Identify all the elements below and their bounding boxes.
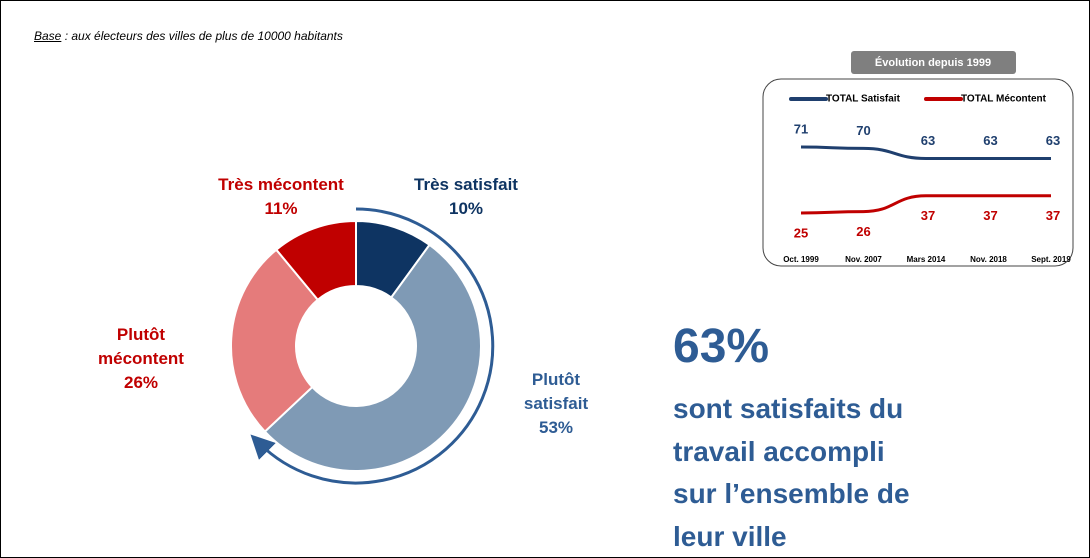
x-tick-label: Oct. 1999 bbox=[783, 255, 819, 264]
legend-label: TOTAL Satisfait bbox=[826, 94, 901, 105]
headline-line: travail accompli bbox=[673, 435, 885, 467]
segment-value: 11% bbox=[264, 199, 298, 218]
segment-value: 53% bbox=[538, 418, 574, 437]
segment-label: Très mécontent bbox=[218, 175, 344, 194]
segment-label: Plutôt satisfait bbox=[523, 370, 589, 413]
legend-label: TOTAL Mécontent bbox=[961, 94, 1047, 105]
donut-segment bbox=[263, 243, 482, 473]
data-label: 37 bbox=[983, 208, 997, 223]
data-label: 37 bbox=[921, 208, 935, 223]
donut-segment bbox=[274, 219, 357, 302]
evolution-box bbox=[762, 78, 1074, 267]
segment-value: 10% bbox=[448, 199, 484, 218]
series-line bbox=[800, 145, 1051, 160]
donut-segment bbox=[230, 248, 320, 433]
data-label: 71 bbox=[794, 121, 808, 136]
headline-line: sur l’ensemble de bbox=[673, 478, 910, 509]
data-label: 25 bbox=[794, 225, 808, 240]
evolution-tab bbox=[851, 51, 1016, 74]
x-tick-label: Sept. 2019 bbox=[1031, 255, 1071, 264]
evolution-title: Évolution depuis 1999 bbox=[875, 56, 991, 69]
segment-value: 26% bbox=[123, 373, 159, 392]
data-label: 63 bbox=[983, 133, 997, 148]
headline-value: 63% bbox=[673, 320, 770, 373]
x-tick-label: Mars 2014 bbox=[907, 255, 946, 264]
series-line bbox=[800, 194, 1051, 215]
base-label: Base bbox=[34, 29, 62, 43]
segment-label: Très satisfait bbox=[414, 175, 518, 194]
x-tick-label: Nov. 2018 bbox=[970, 255, 1007, 264]
satisfied-arrow bbox=[250, 207, 495, 485]
data-label: 63 bbox=[921, 133, 935, 148]
segment-label: Plutôt mécontent bbox=[98, 325, 184, 368]
base-note: Base : aux électeurs des villes de plus … bbox=[34, 29, 343, 43]
headline-line: leur ville bbox=[673, 520, 787, 552]
headline-line: sont satisfaits du bbox=[673, 393, 904, 424]
data-label: 37 bbox=[1046, 208, 1060, 223]
x-tick-label: Nov. 2007 bbox=[845, 255, 882, 264]
data-label: 63 bbox=[1046, 133, 1060, 148]
data-label: 26 bbox=[856, 224, 870, 239]
base-text: : aux électeurs des villes de plus de 10… bbox=[61, 29, 343, 43]
data-label: 70 bbox=[856, 123, 870, 138]
